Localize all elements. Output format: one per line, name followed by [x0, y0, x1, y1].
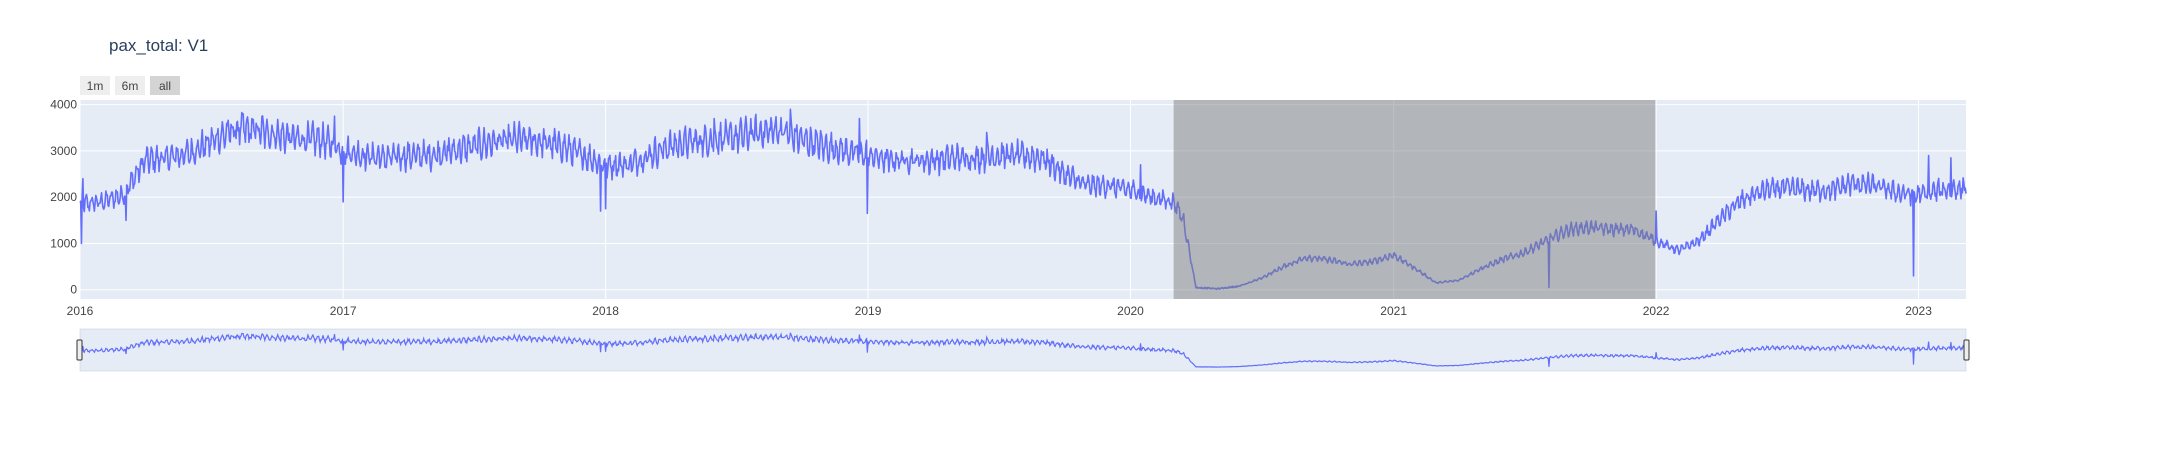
y-tick-label: 3000 — [50, 144, 77, 158]
x-tick-label: 2022 — [1643, 304, 1670, 318]
x-tick-label: 2023 — [1905, 304, 1932, 318]
rangeslider-right-handle[interactable] — [1963, 339, 1970, 361]
rangeslider-series — [79, 332, 1967, 368]
range-button-6m[interactable]: 6m — [115, 76, 145, 95]
range-button-all-label: all — [159, 79, 171, 93]
range-button-1m-label: 1m — [87, 79, 104, 93]
range-button-all-bg — [150, 76, 180, 95]
range-selector: 1m 6m all — [80, 76, 180, 95]
shaded-region — [1173, 100, 1656, 299]
rangeslider-left-handle[interactable] — [76, 339, 83, 361]
y-tick-label: 1000 — [50, 236, 77, 250]
range-button-6m-label: 6m — [122, 79, 139, 93]
rangeslider-series-line — [79, 332, 1967, 368]
range-button-1m-bg — [80, 76, 110, 95]
y-tick-label: 2000 — [50, 190, 77, 204]
y-tick-label: 4000 — [50, 98, 77, 112]
plot-area — [80, 100, 1966, 299]
chart-title: pax_total: V1 — [109, 36, 208, 55]
range-button-1m[interactable]: 1m — [80, 76, 110, 95]
x-tick-label: 2017 — [330, 304, 357, 318]
x-tick-labels: 2016 2017 2018 2019 2020 2021 2022 2023 — [67, 304, 1933, 318]
range-button-all[interactable]: all — [150, 76, 180, 95]
rangeslider-background[interactable] — [79, 328, 1967, 372]
x-tick-label: 2021 — [1380, 304, 1407, 318]
x-tick-label: 2016 — [67, 304, 94, 318]
shaded-region-layer — [1173, 100, 1656, 299]
x-tick-label: 2019 — [855, 304, 882, 318]
x-tick-label: 2020 — [1117, 304, 1144, 318]
y-tick-labels: 0 1000 2000 3000 4000 — [50, 98, 77, 297]
rangeslider-left-grip — [76, 339, 83, 361]
rangeslider-right-grip — [1963, 339, 1970, 361]
x-tick-label: 2018 — [592, 304, 619, 318]
y-tick-label: 0 — [70, 283, 77, 297]
range-button-6m-bg — [115, 76, 145, 95]
